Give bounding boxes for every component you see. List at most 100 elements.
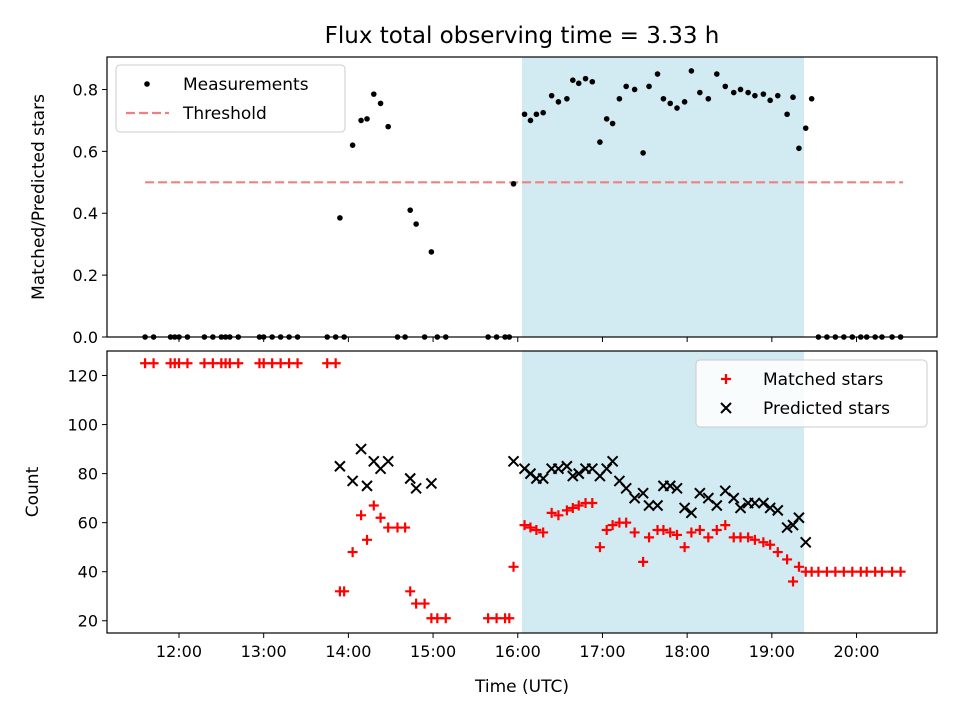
data-point	[651, 499, 664, 512]
data-point	[697, 89, 703, 96]
data-point	[671, 529, 682, 540]
data-point	[790, 94, 796, 101]
data-point	[760, 91, 767, 97]
data-point	[749, 534, 760, 545]
y-tick-label: 80	[78, 465, 98, 484]
data-point	[507, 455, 520, 468]
data-point	[573, 500, 584, 511]
data-point	[508, 561, 519, 572]
data-point	[275, 358, 286, 369]
series-measurements	[142, 68, 904, 340]
data-point	[600, 462, 613, 475]
data-point	[510, 181, 517, 187]
data-point	[607, 520, 618, 531]
data-point	[784, 111, 790, 118]
data-point	[587, 498, 598, 509]
data-point	[589, 78, 596, 85]
data-point	[601, 525, 612, 536]
data-point	[745, 89, 751, 96]
x-tick-label: 18:00	[664, 642, 710, 661]
data-point	[330, 358, 341, 369]
data-point	[637, 487, 649, 499]
data-point	[796, 145, 802, 152]
data-point	[570, 77, 576, 84]
data-point	[660, 95, 667, 102]
data-point	[830, 566, 841, 577]
data-point	[711, 499, 723, 512]
data-point	[432, 613, 443, 624]
data-point	[603, 116, 610, 122]
data-point	[527, 117, 534, 124]
axes-frame	[106, 56, 938, 338]
legend: Matched stars Predicted stars	[695, 359, 928, 428]
legend: Measurements Threshold	[115, 64, 346, 133]
data-point	[781, 521, 793, 534]
data-point	[233, 358, 244, 369]
data-point	[694, 525, 705, 536]
series-predicted-stars	[334, 443, 812, 548]
data-point	[757, 497, 770, 509]
y-tick-label: 0.2	[73, 266, 98, 285]
data-point	[362, 534, 373, 545]
data-point	[548, 92, 555, 99]
data-point	[207, 358, 218, 369]
data-point	[711, 525, 722, 536]
y-axis-label: Matched/Predicted stars	[29, 94, 49, 300]
data-point	[838, 566, 849, 577]
data-point	[688, 68, 695, 74]
data-point	[425, 477, 438, 490]
data-point	[813, 566, 824, 577]
data-point	[405, 586, 416, 597]
top-panel: 0.0 0.2 0.4 0.6 0.8 Matched/Predicted stars Me…	[29, 56, 938, 347]
data-point	[555, 99, 562, 105]
data-point	[537, 472, 549, 485]
data-point	[681, 99, 688, 105]
data-point	[346, 475, 359, 487]
data-point	[400, 522, 411, 533]
data-point	[404, 472, 416, 485]
data-point	[631, 86, 638, 93]
data-point	[385, 123, 391, 130]
data-point	[674, 105, 680, 111]
data-point	[685, 507, 698, 519]
y-tick-label: 40	[78, 563, 98, 582]
data-point	[772, 504, 784, 517]
data-point	[728, 492, 740, 504]
data-point	[629, 527, 640, 538]
data-point	[370, 91, 377, 97]
series-matched-stars	[140, 358, 906, 624]
chart-title: Flux total observing time = 3.33 h	[325, 23, 720, 49]
data-point	[519, 520, 530, 531]
data-point	[567, 470, 579, 482]
data-point	[847, 566, 858, 577]
data-point	[561, 460, 573, 472]
data-point	[643, 499, 655, 512]
data-point	[575, 80, 582, 87]
legend-label: Measurements	[183, 75, 309, 95]
observing-span	[522, 57, 805, 337]
data-point	[140, 358, 151, 369]
x-tick-label: 19:00	[749, 642, 795, 661]
data-point	[703, 532, 714, 543]
axes-frame	[106, 350, 938, 634]
data-point	[808, 95, 815, 102]
data-point	[533, 111, 540, 118]
data-point	[383, 522, 394, 533]
data-point	[765, 539, 776, 550]
data-point	[334, 460, 346, 472]
data-point	[664, 480, 676, 492]
data-point	[609, 120, 616, 127]
data-point	[491, 613, 502, 624]
y-tick-label: 0.8	[73, 80, 98, 99]
data-point	[339, 586, 350, 597]
data-point	[671, 482, 683, 495]
y-tick-label: 0.6	[73, 142, 98, 161]
data-point	[182, 358, 193, 369]
data-point	[419, 598, 430, 609]
data-point	[654, 71, 661, 77]
data-point	[787, 519, 799, 531]
data-point	[793, 561, 804, 572]
data-point	[749, 497, 761, 509]
data-point	[368, 500, 379, 511]
